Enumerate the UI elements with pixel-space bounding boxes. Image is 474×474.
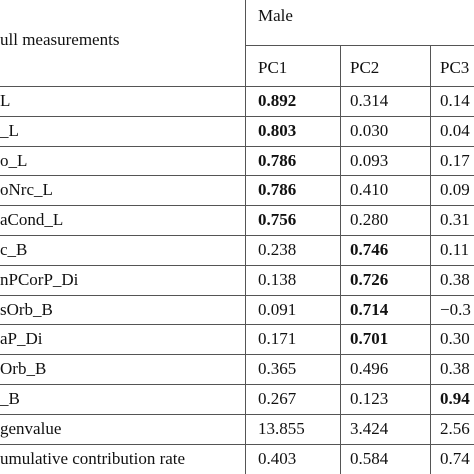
value-cell: 0.726 bbox=[350, 269, 389, 289]
value-cell: 0.403 bbox=[258, 448, 297, 468]
column-header: PC1 bbox=[258, 58, 288, 77]
value-cell: 0.892 bbox=[258, 91, 297, 110]
value-cell: −0.3 bbox=[440, 299, 471, 319]
rule bbox=[0, 235, 474, 236]
rule bbox=[0, 384, 474, 385]
value-cell: 13.855 bbox=[258, 418, 305, 438]
value-cell: 0.17 bbox=[440, 150, 470, 170]
value-cell: 0.786 bbox=[258, 180, 297, 200]
row-label: Orb_B bbox=[0, 359, 47, 379]
value-cell: 0.584 bbox=[350, 448, 389, 468]
rule bbox=[245, 45, 474, 46]
value-cell: 0.238 bbox=[258, 240, 297, 259]
row-label: genvalue bbox=[0, 418, 62, 438]
value-cell: 0.365 bbox=[258, 359, 297, 379]
value-cell: 2.56 bbox=[440, 418, 470, 438]
rule bbox=[0, 175, 474, 177]
value-cell: 0.94 bbox=[440, 389, 470, 408]
value-cell: 0.803 bbox=[258, 120, 297, 140]
value-cell: 0.09 bbox=[440, 180, 470, 200]
row-label: nPCorP_Di bbox=[0, 269, 79, 289]
value-cell: 0.04 bbox=[440, 120, 470, 140]
row-label: aCond_L bbox=[0, 210, 64, 230]
value-cell: 0.756 bbox=[258, 210, 297, 230]
rule bbox=[0, 145, 474, 147]
column-header: PC2 bbox=[350, 58, 380, 77]
row-label: o_L bbox=[0, 150, 28, 170]
rule bbox=[340, 45, 341, 474]
corner-header: ull measurements bbox=[0, 30, 120, 49]
row-label: L bbox=[0, 91, 11, 110]
value-cell: 0.030 bbox=[350, 120, 389, 140]
rule bbox=[0, 443, 474, 445]
value-cell: 0.138 bbox=[258, 269, 297, 289]
value-cell: 0.786 bbox=[258, 150, 297, 170]
group-header: Male bbox=[258, 6, 293, 25]
value-cell: 0.746 bbox=[350, 240, 389, 259]
rule bbox=[0, 86, 474, 87]
value-cell: 0.701 bbox=[350, 329, 389, 349]
row-label: sOrb_B bbox=[0, 299, 53, 319]
value-cell: 0.11 bbox=[440, 240, 470, 259]
rule bbox=[0, 115, 474, 117]
value-cell: 0.171 bbox=[258, 329, 297, 349]
value-cell: 0.38 bbox=[440, 269, 470, 289]
row-label: oNrc_L bbox=[0, 180, 53, 200]
value-cell: 0.093 bbox=[350, 150, 389, 170]
value-cell: 0.314 bbox=[350, 91, 389, 110]
row-label: _B bbox=[0, 389, 20, 408]
value-cell: 0.280 bbox=[350, 210, 389, 230]
value-cell: 0.38 bbox=[440, 359, 470, 379]
rule bbox=[0, 205, 474, 207]
rule bbox=[245, 0, 246, 474]
row-label: umulative contribution rate bbox=[0, 448, 186, 468]
row-label: aP_Di bbox=[0, 329, 43, 349]
rule bbox=[0, 264, 474, 266]
value-cell: 0.14 bbox=[440, 91, 470, 110]
rule bbox=[0, 413, 474, 415]
rule bbox=[0, 294, 474, 296]
row-label: c_B bbox=[0, 240, 28, 259]
column-header: PC3 bbox=[440, 58, 470, 77]
rule bbox=[0, 324, 474, 326]
rule bbox=[430, 45, 431, 474]
value-cell: 0.123 bbox=[350, 389, 389, 408]
value-cell: 0.714 bbox=[350, 299, 389, 319]
value-cell: 0.30 bbox=[440, 329, 470, 349]
value-cell: 0.091 bbox=[258, 299, 297, 319]
value-cell: 0.267 bbox=[258, 389, 297, 408]
value-cell: 0.410 bbox=[350, 180, 389, 200]
value-cell: 3.424 bbox=[350, 418, 389, 438]
value-cell: 0.31 bbox=[440, 210, 470, 230]
value-cell: 0.74 bbox=[440, 448, 470, 468]
row-label: _L bbox=[0, 120, 19, 140]
value-cell: 0.496 bbox=[350, 359, 389, 379]
rule bbox=[0, 354, 474, 356]
